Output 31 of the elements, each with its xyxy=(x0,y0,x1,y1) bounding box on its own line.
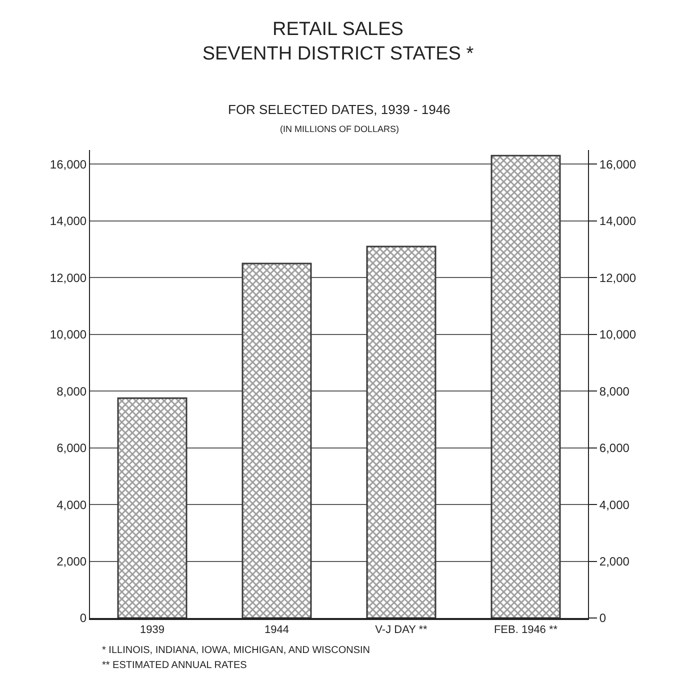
y-tick-label: 14,000 xyxy=(50,214,87,228)
x-tick-label: V-J DAY ** xyxy=(375,624,428,636)
text: (IN MILLIONS OF DOLLARS) xyxy=(280,124,400,134)
y-tick-label: 2,000 xyxy=(56,554,87,568)
y-tick-label: 10,000 xyxy=(50,328,87,342)
chart-subtitle: FOR SELECTED DATES, 1939 - 1946 xyxy=(228,102,450,117)
y-tick-label: 12,000 xyxy=(50,270,87,285)
bar xyxy=(242,262,312,618)
x-tick-label: 1939 xyxy=(140,624,164,636)
bar xyxy=(366,246,436,618)
x-tick-label: FEB. 1946 ** xyxy=(494,624,558,636)
y2-tick-label: 16,000 xyxy=(599,157,636,172)
y-tick-label: 0 xyxy=(80,611,87,626)
y2-tick-label: 2,000 xyxy=(599,554,630,568)
y2-tick-label: 4,000 xyxy=(599,498,630,512)
text: * ILLINOIS, INDIANA, IOWA, MICHIGAN, AND WISCONSIN xyxy=(102,645,370,656)
y-tick-label: 4,000 xyxy=(56,498,87,512)
y2-tick-label: 0 xyxy=(599,611,606,626)
y2-tick-label: 14,000 xyxy=(599,214,636,228)
y2-tick-label: 8,000 xyxy=(599,384,630,398)
y-tick-label: 16,000 xyxy=(50,157,87,172)
x-tick-label: 1944 xyxy=(264,624,289,636)
text: ** ESTIMATED ANNUAL RATES xyxy=(102,660,248,671)
y2-tick-label: 12,000 xyxy=(599,270,636,285)
y-tick-label: 6,000 xyxy=(56,441,87,456)
y2-tick-label: 6,000 xyxy=(599,441,630,456)
y2-tick-label: 10,000 xyxy=(599,328,636,342)
bar xyxy=(490,154,561,618)
bar xyxy=(117,397,188,618)
y-tick-label: 8,000 xyxy=(56,384,87,398)
chart-title: RETAIL SALES SEVENTH DISTRICT STATES * xyxy=(202,18,474,65)
